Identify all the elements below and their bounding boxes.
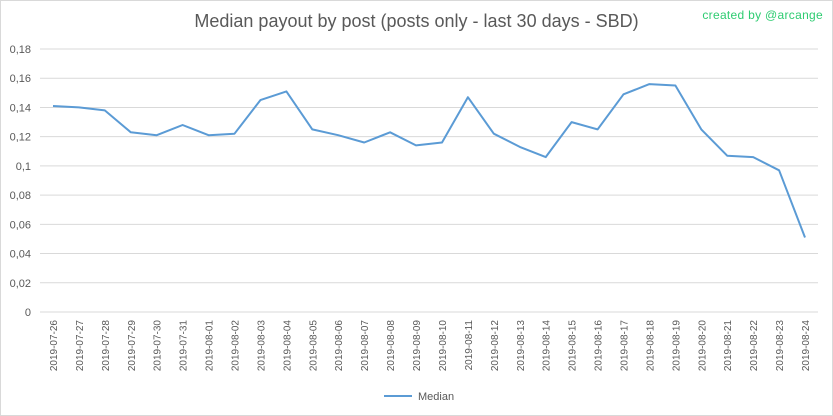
data-point [336,133,340,137]
y-tick-label: 0,08 [10,190,31,202]
y-tick-label: 0,12 [10,132,31,144]
x-tick-label: 2019-08-04 [282,320,293,372]
x-tick-label: 2019-08-02 [231,320,242,372]
x-tick-label: 2019-07-31 [179,320,190,372]
data-point [362,141,366,145]
data-point [699,127,703,131]
data-point [544,155,548,159]
data-point [440,141,444,145]
data-point [258,98,262,102]
data-point [414,143,418,147]
gridlines [40,48,818,313]
x-tick-label: 2019-07-28 [101,320,112,372]
data-point [777,168,781,172]
x-tick-label: 2019-08-23 [775,320,786,372]
y-tick-label: 0,06 [10,219,31,231]
data-point [181,123,185,127]
x-tick-label: 2019-08-18 [645,320,656,372]
x-tick-label: 2019-08-21 [723,320,734,372]
data-point [233,132,237,136]
x-tick-label: 2019-08-12 [490,320,501,372]
data-point [284,89,288,93]
x-tick-label: 2019-08-15 [568,320,579,372]
x-tick-label: 2019-08-03 [256,320,267,372]
chart-title: Median payout by post (posts only - last… [194,11,639,31]
x-tick-label: 2019-08-22 [749,320,760,372]
x-tick-label: 2019-08-14 [542,320,553,372]
data-point [129,130,133,134]
x-tick-label: 2019-08-11 [464,320,475,371]
x-tick-label: 2019-08-08 [386,320,397,372]
y-tick-label: 0,18 [10,44,31,56]
data-point [803,235,807,239]
data-point [155,133,159,137]
x-tick-label: 2019-07-29 [127,320,138,372]
legend-label: Median [418,391,454,403]
y-tick-label: 0,04 [10,249,31,261]
credit-label: created by @arcange [702,8,823,22]
data-point [518,145,522,149]
data-point [466,95,470,99]
data-point [310,127,314,131]
x-tick-label: 2019-07-30 [153,320,164,372]
x-tick-label: 2019-08-24 [801,320,812,372]
series-group [51,82,807,239]
x-tick-label: 2019-08-20 [697,320,708,372]
x-tick-label: 2019-08-07 [360,320,371,372]
x-tick-label: 2019-08-06 [334,320,345,372]
y-axis: 0 0,02 0,04 0,06 0,08 0,1 0,12 0,14 0,16 0,18 [10,44,31,319]
x-tick-label: 2019-07-26 [49,320,60,372]
x-tick-label: 2019-08-16 [594,320,605,372]
data-point [570,120,574,124]
data-point [622,92,626,96]
series-line-median [52,83,806,238]
x-tick-label: 2019-08-05 [308,320,319,372]
x-tick-label: 2019-08-17 [620,320,631,372]
data-point [725,154,729,158]
data-point [596,127,600,131]
data-point [492,132,496,136]
x-tick-label: 2019-08-10 [438,320,449,372]
x-tick-label: 2019-08-13 [516,320,527,372]
data-point [77,105,81,109]
data-point [207,133,211,137]
y-tick-label: 0,16 [10,73,31,85]
y-tick-label: 0,1 [16,161,31,173]
data-point [647,82,651,86]
x-tick-label: 2019-08-19 [671,320,682,372]
x-axis: 2019-07-26 2019-07-27 2019-07-28 2019-07-29… [49,320,812,372]
data-point [751,155,755,159]
y-tick-label: 0,14 [10,102,31,114]
data-point [673,84,677,88]
legend: Median [384,391,454,403]
y-tick-label: 0,02 [10,278,31,290]
x-tick-label: 2019-08-09 [412,320,423,372]
data-point [103,108,107,112]
y-tick-label: 0 [25,307,31,319]
x-tick-label: 2019-07-27 [75,320,86,372]
x-tick-label: 2019-08-01 [205,320,216,372]
data-point [51,104,55,108]
data-point [388,130,392,134]
